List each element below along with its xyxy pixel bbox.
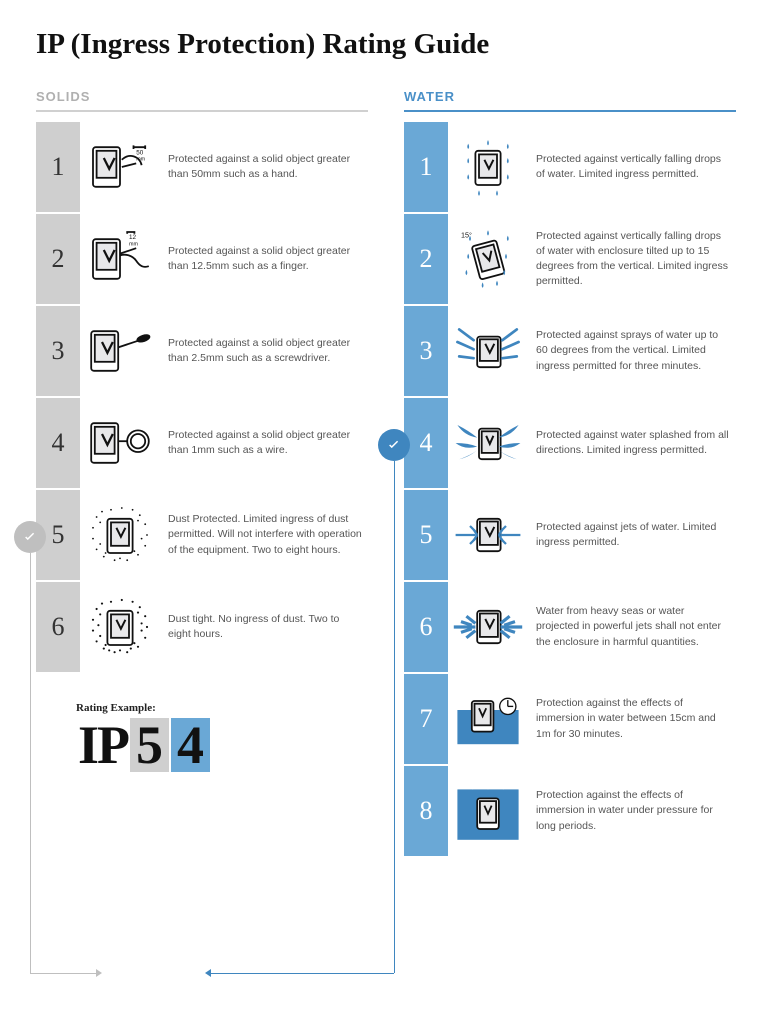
- water-num: 7: [404, 674, 448, 764]
- water-desc: Protection against the effects of immers…: [528, 766, 736, 856]
- solids-row: 5 Dust Protected. Limited ingress of dus…: [36, 490, 368, 580]
- water-row: 2 15° Protected against vertically falli…: [404, 214, 736, 304]
- water-num: 1: [404, 122, 448, 212]
- solids-icon-wire: [80, 398, 160, 488]
- water-arrow-line: [394, 461, 395, 973]
- water-row: 4 Protected against water splashed from …: [404, 398, 736, 488]
- solids-desc: Protected against a solid object greater…: [160, 306, 368, 396]
- water-num: 5: [404, 490, 448, 580]
- water-desc: Protected against water splashed from al…: [528, 398, 736, 488]
- solids-icon-hand: 50 mm: [80, 122, 160, 212]
- water-row: 6 Water from heavy seas or water project…: [404, 582, 736, 672]
- water-row: 7 Protection against the effect: [404, 674, 736, 764]
- water-num: 8: [404, 766, 448, 856]
- solids-check-badge: [14, 521, 46, 553]
- solids-num: 1: [36, 122, 80, 212]
- check-icon: [21, 528, 39, 546]
- solids-num: 3: [36, 306, 80, 396]
- svg-text:mm: mm: [129, 242, 138, 248]
- water-num: 3: [404, 306, 448, 396]
- solids-row: 3 Protected against a solid object great…: [36, 306, 368, 396]
- solids-icon-screwdriver: [80, 306, 160, 396]
- water-row: 8 Protection against the effects of imme…: [404, 766, 736, 856]
- water-column: WATER 1 Protected against vertically fal…: [404, 89, 736, 858]
- solids-row: 1 50 mm Protected against a solid object…: [36, 122, 368, 212]
- water-header: WATER: [404, 89, 736, 112]
- solids-desc: Protected against a solid object greater…: [160, 398, 368, 488]
- water-desc: Protected against sprays of water up to …: [528, 306, 736, 396]
- water-desc: Protected against vertically falling dro…: [528, 122, 736, 212]
- water-num: 4: [404, 398, 448, 488]
- solids-row: 4 Protected against a solid object great…: [36, 398, 368, 488]
- solids-arrow-line: [30, 553, 31, 973]
- solids-icon-dust-tight: [80, 582, 160, 672]
- water-num: 2: [404, 214, 448, 304]
- solids-icon-dust-protected: [80, 490, 160, 580]
- water-icon-immersion: [448, 674, 528, 764]
- solids-desc: Protected against a solid object greater…: [160, 122, 368, 212]
- solids-desc: Dust Protected. Limited ingress of dust …: [160, 490, 368, 580]
- rating-solids-digit: 5: [130, 718, 169, 772]
- water-num: 6: [404, 582, 448, 672]
- water-icon-drip: [448, 122, 528, 212]
- solids-num: 6: [36, 582, 80, 672]
- svg-text:mm: mm: [136, 157, 145, 163]
- water-desc: Protection against the effects of immers…: [528, 674, 736, 764]
- solids-row: 2 12 mm Protected against a solid object…: [36, 214, 368, 304]
- water-icon-powerful-jet: [448, 582, 528, 672]
- water-arrow-head: [205, 969, 211, 977]
- check-icon: [385, 436, 403, 454]
- water-check-badge: [378, 429, 410, 461]
- solids-arrow-head: [96, 969, 102, 977]
- solids-column: SOLIDS 1 50 mm Protected against a solid…: [36, 89, 368, 858]
- solids-header: SOLIDS: [36, 89, 368, 112]
- solids-num: 4: [36, 398, 80, 488]
- water-desc: Protected against vertically falling dro…: [528, 214, 736, 304]
- solids-arrow-horiz: [30, 973, 100, 974]
- solids-desc: Protected against a solid object greater…: [160, 214, 368, 304]
- rating-water-digit: 4: [171, 718, 210, 772]
- svg-text:50: 50: [136, 149, 144, 156]
- rating-example-label: Rating Example:: [76, 702, 368, 714]
- water-row: 1 Protected against vertically falling d…: [404, 122, 736, 212]
- solids-desc: Dust tight. No ingress of dust. Two to e…: [160, 582, 368, 672]
- svg-text:12: 12: [129, 234, 137, 241]
- rating-prefix: IP: [76, 718, 130, 772]
- water-icon-spray: [448, 306, 528, 396]
- water-row: 5 Protected against jets of water. Limit…: [404, 490, 736, 580]
- solids-row: 6 Dust tight. No ingress of dust. Two to…: [36, 582, 368, 672]
- page-title: IP (Ingress Protection) Rating Guide: [36, 28, 736, 61]
- water-icon-drip-tilt: 15°: [448, 214, 528, 304]
- water-icon-jet: [448, 490, 528, 580]
- rating-example: Rating Example: IP 5 4: [76, 702, 368, 772]
- columns-wrapper: SOLIDS 1 50 mm Protected against a solid…: [36, 89, 736, 858]
- water-desc: Protected against jets of water. Limited…: [528, 490, 736, 580]
- water-desc: Water from heavy seas or water projected…: [528, 582, 736, 672]
- rating-code: IP 5 4: [76, 718, 368, 772]
- solids-icon-finger: 12 mm: [80, 214, 160, 304]
- water-icon-splash: [448, 398, 528, 488]
- water-row: 3 Protected against sprays of water up t…: [404, 306, 736, 396]
- water-arrow-horiz: [211, 973, 394, 974]
- water-icon-immersion-pressure: [448, 766, 528, 856]
- solids-num: 2: [36, 214, 80, 304]
